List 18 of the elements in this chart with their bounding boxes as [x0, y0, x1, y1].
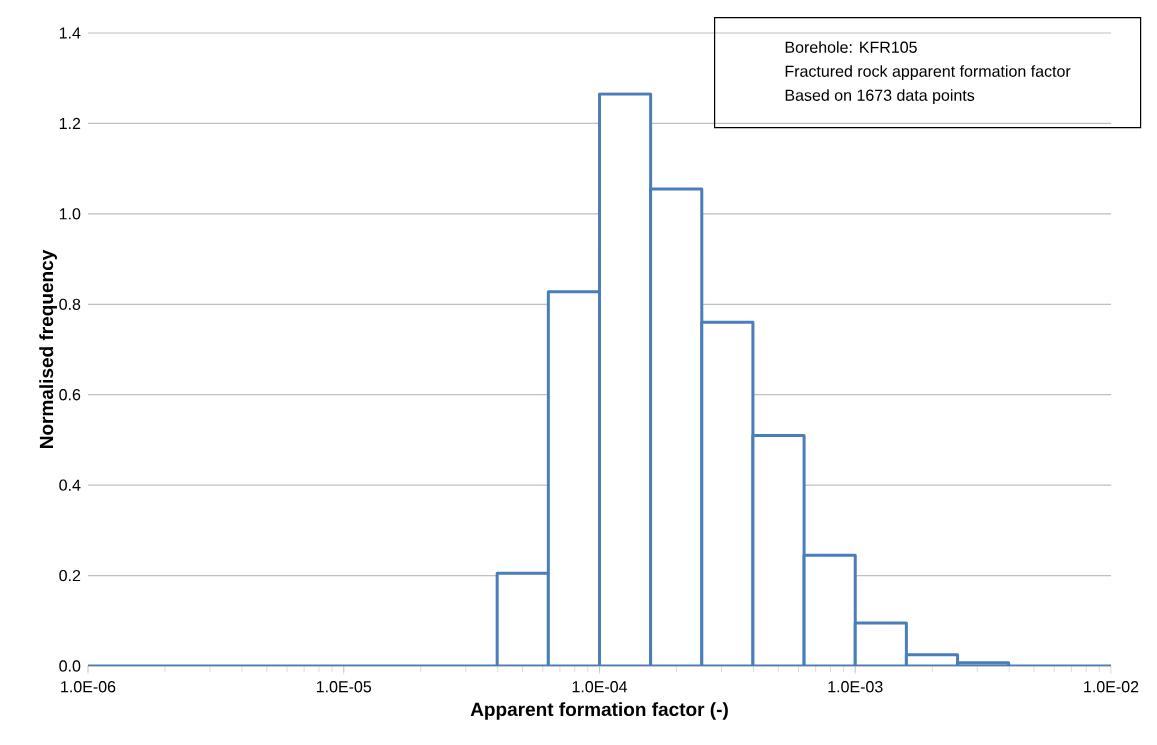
annotation: Borehole: KFR105: [785, 41, 917, 53]
y-tick-label: 0.4: [59, 479, 81, 491]
y-tick-label: 0.6: [59, 389, 81, 401]
y-tick-label: 1.2: [59, 117, 81, 130]
y-axis-title: Normalised frequency: [39, 249, 57, 448]
x-tick-label: 1.0E-04: [572, 681, 628, 693]
y-tick-label: 1.0: [59, 208, 81, 220]
y-tick-label: 0.0: [59, 660, 81, 672]
annotation: Based on 1673 data points: [785, 89, 975, 105]
x-tick-label: 1.0E-03: [828, 681, 883, 693]
x-tick-label: 1.0E-02: [1084, 681, 1139, 693]
y-tick-label: 0.8: [59, 298, 81, 310]
x-tick-label: 1.0E-06: [61, 681, 116, 693]
annotation: Fractured rock apparent formation factor: [785, 65, 1071, 81]
x-axis-title: Apparent formation factor (-): [470, 702, 728, 720]
y-tick-label: 1.4: [59, 27, 81, 39]
y-tick-label: 0.2: [59, 569, 81, 582]
x-tick-label: 1.0E-05: [316, 681, 372, 693]
